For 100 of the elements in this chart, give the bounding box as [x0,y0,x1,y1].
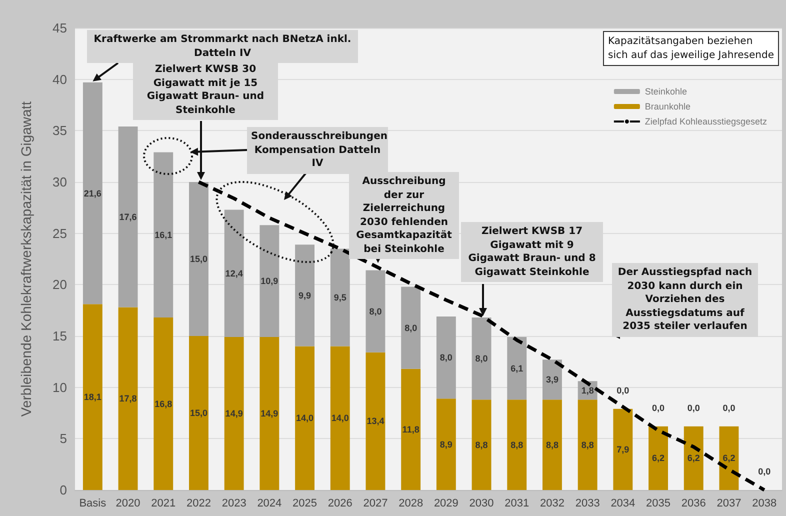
bar [118,126,138,308]
data-label: 8,0 [440,352,452,363]
bar [224,337,244,490]
x-tick-label: 2025 [292,498,318,510]
data-label: 9,9 [298,290,312,300]
bar [82,304,102,490]
x-tick-label: 2027 [363,498,388,510]
bar [260,225,280,338]
data-label: 0,0 [616,385,630,396]
data-label: 16,1 [154,230,172,240]
data-label: 8,8 [581,440,594,450]
bar [507,400,527,490]
legend-label: Braunkohle [644,102,690,112]
bar [436,398,456,490]
data-label: 15,0 [190,408,208,418]
x-tick-label: 2020 [116,498,140,510]
bar [613,408,633,490]
annotation: Sonderausschreibungen Kompensation Datteln IV [247,127,388,174]
bar [578,400,598,490]
data-label: 1,8 [581,385,594,396]
data-label: 6,2 [687,453,700,464]
data-label: 10,9 [260,276,278,286]
y-tick-label: 30 [52,174,67,190]
y-tick-label: 5 [60,431,67,446]
x-tick-label: 2033 [575,498,600,510]
x-tick-label: Basis [79,498,107,510]
x-tick-label: 2031 [504,498,530,510]
data-label: 16,8 [154,398,172,409]
bar [401,368,421,490]
data-label: 8,8 [546,440,558,450]
y-tick-label: 35 [52,123,67,138]
bar [366,352,386,490]
bar [154,318,174,490]
data-label: 17,8 [119,394,137,404]
data-label: 3,9 [546,374,558,385]
bar [260,337,280,490]
x-tick-label: 2026 [328,498,352,510]
data-label: 0,0 [722,402,736,413]
bar [330,248,350,346]
x-tick-label: 2029 [434,498,458,510]
bar [224,210,244,338]
data-label: 0,0 [758,466,771,476]
y-axis-title: Verbleibende Kohlekraftwerkskapazität in Gigawatt [18,101,34,417]
bar [472,318,492,400]
data-label: 18,1 [84,392,102,402]
y-tick-label: 40 [52,72,67,87]
bar [401,286,421,369]
data-label: 9,5 [334,292,346,302]
annotation: Der Ausstiegspfad nach 2030 kann durch ein Vorziehen des Ausstiegsdatums auf 2035 steiler verlaufen [612,263,758,336]
bar [648,426,668,490]
annotation: Zielwert KWSB 17 Gigawatt mit 9 Gigawatt Braun- und 8 Gigawatt Steinkohle [461,222,603,282]
data-label: 6,1 [510,363,524,374]
data-label: 8,0 [475,354,488,364]
data-label: 13,4 [366,416,384,426]
x-tick-label: 2035 [646,498,671,510]
annotation: Ausschreibung der zur Zielerreichung 2030 fehlenden Gesamtkapazität bei Steinkohle [349,172,459,259]
data-label: 14,9 [260,408,278,419]
x-tick-label: 2022 [186,498,211,510]
bar [295,346,314,490]
x-tick-label: 2037 [716,498,742,510]
data-label: 7,9 [616,444,630,454]
bar [366,270,386,352]
data-label: 8,9 [440,439,452,450]
data-label: 8,8 [510,440,524,450]
bar [154,152,174,318]
bar [330,346,350,490]
data-label: 0,0 [652,402,665,413]
y-tick-label: 0 [60,482,67,498]
data-label: 14,0 [296,413,314,424]
x-tick-label: 2028 [398,498,424,510]
data-label: 17,6 [119,212,137,222]
data-label: 6,2 [652,453,665,464]
bar [507,337,527,400]
bar [189,336,208,490]
data-label: 0,0 [687,402,700,413]
data-label: 11,8 [402,424,420,434]
x-tick-label: 2021 [151,498,176,510]
y-tick-label: 25 [52,226,67,241]
bar [542,360,562,400]
x-tick-label: 2038 [752,498,777,510]
annotation: Kapazitätsangaben beziehen sich auf das jeweilige Jahresende [603,31,779,66]
x-tick-label: 2030 [469,498,494,510]
annotation: Kraftwerke am Strommarkt nach BNetzA inkl. Datteln IV [87,30,358,63]
data-label: 6,2 [722,453,736,464]
data-label: 8,0 [369,306,382,316]
x-tick-label: 2034 [610,498,636,510]
data-label: 8,0 [404,322,418,333]
bar [189,182,208,336]
y-tick-label: 20 [52,277,67,292]
bar [436,316,456,399]
x-tick-label: 2023 [222,498,246,510]
data-label: 21,6 [84,188,102,198]
bar [472,400,492,490]
bar [118,307,138,490]
x-tick-label: 2032 [540,498,564,510]
bar [684,426,704,490]
legend-label: Steinkohle [644,86,687,96]
data-label: 15,0 [190,254,208,264]
y-tick-label: 10 [52,380,67,395]
data-label: 8,8 [475,440,488,450]
